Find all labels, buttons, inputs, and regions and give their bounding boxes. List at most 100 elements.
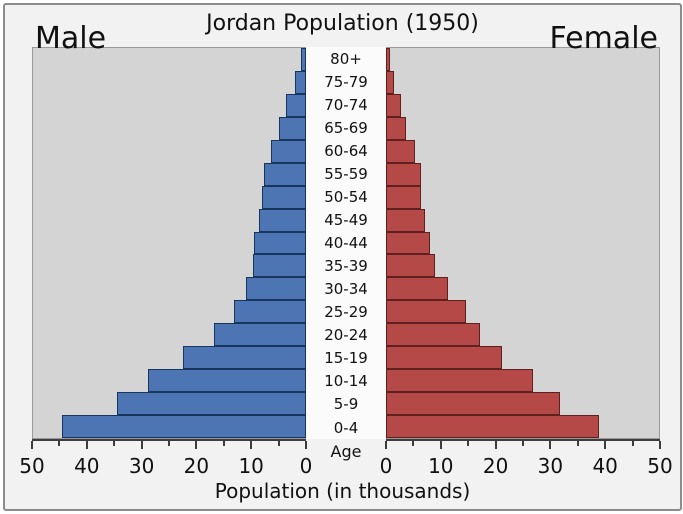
male-axis-tick-label: 10 (238, 454, 264, 478)
age-group-label: 15-19 (324, 349, 368, 368)
age-group-label: 45-49 (324, 210, 368, 229)
age-group-label: 55-59 (324, 164, 368, 183)
male-x-axis (31, 439, 307, 453)
age-group-label: 50-54 (324, 187, 368, 206)
minor-tick (522, 441, 524, 446)
male-series-label: Male (35, 21, 107, 56)
female-plot-area (386, 47, 660, 439)
female-series-label: Female (549, 21, 658, 56)
male-bar-row (33, 346, 306, 370)
minor-tick (113, 441, 116, 446)
female-bar-row (386, 346, 659, 370)
bar-male-35-39 (252, 254, 306, 278)
age-group-label: 70-74 (324, 95, 368, 114)
bar-female-50-54 (386, 185, 421, 209)
male-bar-row (33, 162, 306, 186)
female-bar-row (386, 185, 659, 209)
bar-male-65-69 (278, 116, 306, 140)
male-axis-tick-label: 20 (183, 454, 210, 478)
male-bar-row (33, 415, 306, 438)
male-bar-row (33, 48, 306, 71)
bar-female-15-19 (386, 346, 502, 370)
female-bar-row (386, 116, 659, 140)
minor-tick (168, 441, 170, 446)
female-x-axis (385, 439, 661, 453)
female-bar-row (386, 323, 659, 347)
bar-male-60-64 (270, 139, 306, 163)
bar-female-75-79 (386, 70, 394, 94)
bar-female-20-24 (386, 323, 481, 347)
male-bar-row (33, 231, 306, 255)
female-bar-row (386, 162, 659, 186)
bar-male-10-14 (148, 369, 306, 393)
bar-female-35-39 (386, 254, 435, 278)
chart-title: Jordan Population (1950) (206, 11, 479, 36)
bar-male-55-59 (263, 162, 306, 186)
female-bar-row (386, 415, 659, 438)
male-bar-row (33, 277, 306, 301)
female-bar-row (386, 300, 659, 324)
bar-male-75-79 (295, 70, 306, 94)
bar-female-45-49 (386, 208, 426, 232)
minor-tick (58, 441, 61, 446)
bar-female-65-69 (386, 116, 407, 140)
major-tick (195, 441, 198, 449)
major-tick (494, 441, 497, 449)
female-axis-tick-label: 50 (647, 454, 673, 478)
male-bar-row (33, 185, 306, 209)
male-axis-tick-label: 40 (74, 454, 100, 478)
population-pyramid-figure: Jordan Population (1950) 80+ 75-79 70-74 65… (3, 3, 682, 511)
minor-tick (277, 441, 280, 446)
male-bar-row (33, 116, 306, 140)
age-label-strip: 80+ 75-79 70-74 65-69 60-64 55-59 50-54 45-49 40… (306, 47, 386, 439)
minor-tick (412, 441, 415, 446)
female-bar-row (386, 70, 659, 94)
major-tick (31, 441, 33, 449)
male-bar-row (33, 93, 306, 117)
female-bar-row (386, 208, 659, 232)
male-bar-row (33, 70, 306, 94)
female-axis-tick-label: 40 (592, 454, 618, 478)
age-group-label: 60-64 (324, 141, 368, 160)
bar-female-30-34 (386, 277, 449, 301)
minor-tick (576, 441, 579, 446)
age-group-label: 80+ (330, 49, 362, 68)
bar-male-30-34 (246, 277, 306, 301)
age-axis-label: Age (330, 442, 362, 461)
major-tick (549, 441, 552, 449)
major-tick (385, 441, 387, 449)
bar-male-15-19 (183, 346, 306, 370)
major-tick (659, 441, 661, 449)
bar-male-20-24 (213, 323, 306, 347)
minor-tick (222, 441, 225, 446)
bar-male-40-44 (254, 231, 306, 255)
bar-male-45-49 (258, 208, 306, 232)
age-group-label: 0-4 (333, 418, 359, 437)
bar-female-55-59 (386, 162, 421, 186)
age-group-label: 10-14 (324, 372, 368, 391)
bar-female-0-4 (386, 415, 599, 438)
female-axis-tick-label: 20 (482, 454, 509, 478)
female-axis-tick-label: 10 (428, 454, 454, 478)
male-bar-row (33, 369, 306, 393)
male-plot-area (32, 47, 306, 439)
female-bar-row (386, 392, 659, 415)
age-group-label: 40-44 (324, 234, 368, 253)
age-group-label: 25-29 (324, 303, 368, 322)
bar-female-5-9 (386, 392, 560, 415)
bar-male-5-9 (116, 392, 306, 415)
minor-tick (631, 441, 634, 446)
female-bar-row (386, 369, 659, 393)
bar-female-10-14 (386, 369, 533, 393)
bar-female-80+ (386, 48, 391, 71)
female-axis-tick-label: 30 (537, 454, 564, 478)
male-bar-row (33, 139, 306, 163)
female-bar-row (386, 48, 659, 71)
male-bar-row (33, 208, 306, 232)
female-axis-tick-label: 0 (379, 454, 393, 478)
age-group-label: 75-79 (324, 72, 368, 91)
bar-female-60-64 (386, 139, 415, 163)
age-group-label: 5-9 (333, 395, 359, 414)
bar-male-80+ (300, 48, 306, 71)
major-tick (85, 441, 88, 449)
